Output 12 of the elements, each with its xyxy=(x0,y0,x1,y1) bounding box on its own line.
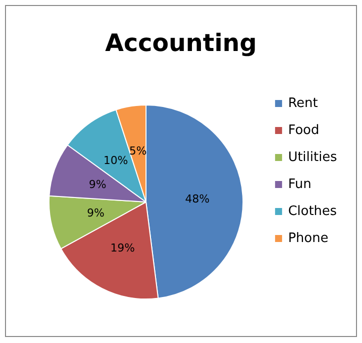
data-label: 10% xyxy=(104,154,128,167)
chart-title: Accounting xyxy=(105,29,257,57)
legend-label: Rent xyxy=(288,96,318,111)
legend-label: Food xyxy=(288,123,320,138)
data-label: 9% xyxy=(87,206,104,220)
data-label: 9% xyxy=(88,178,106,192)
data-label: 19% xyxy=(110,241,135,254)
legend-label: Utilities xyxy=(288,150,338,165)
legend-label: Fun xyxy=(288,177,312,192)
legend-label: Phone xyxy=(288,231,328,246)
legend-label: Clothes xyxy=(288,204,338,219)
data-label: 48% xyxy=(185,192,210,206)
